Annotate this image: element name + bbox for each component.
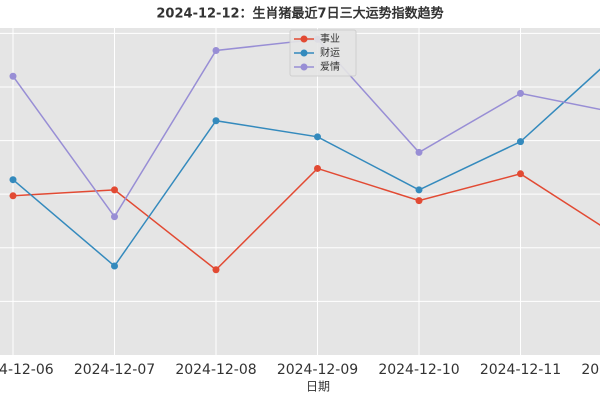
x-tick-label: 2024-12-09 [277, 362, 358, 378]
data-point [517, 170, 524, 178]
data-point [517, 138, 524, 146]
data-point [111, 213, 118, 221]
data-point [314, 133, 321, 141]
legend-label: 事业 [320, 32, 340, 45]
chart-title: 2024-12-12：生肖猪最近7日三大运势指数趋势 [156, 6, 443, 22]
data-point [212, 117, 220, 125]
data-point [314, 164, 321, 172]
data-point [111, 262, 118, 270]
x-axis-label: 日期 [306, 380, 330, 394]
data-point [212, 266, 220, 274]
plot-background [0, 28, 600, 355]
legend-label: 财运 [320, 46, 340, 59]
x-tick-label: 2024-12-12 [581, 362, 600, 378]
data-point [415, 148, 423, 156]
data-point [9, 72, 17, 80]
data-point [212, 47, 220, 55]
data-point [9, 192, 17, 200]
data-point [415, 197, 423, 205]
plot-area [0, 28, 600, 355]
data-point [111, 186, 118, 194]
x-tick-label: 2024-12-07 [74, 362, 155, 378]
data-point [415, 186, 423, 194]
legend-marker [300, 35, 308, 43]
legend-marker [300, 63, 308, 71]
x-tick-label: 2024-12-08 [175, 362, 256, 378]
legend-label: 爱情 [320, 60, 340, 73]
data-point [9, 176, 17, 184]
legend-marker [300, 49, 308, 57]
data-point [517, 89, 524, 97]
x-tick-label: 2024-12-06 [0, 362, 54, 378]
legend-box [289, 29, 357, 77]
x-tick-label: 2024-12-11 [480, 362, 561, 378]
x-tick-label: 2024-12-10 [378, 362, 459, 378]
